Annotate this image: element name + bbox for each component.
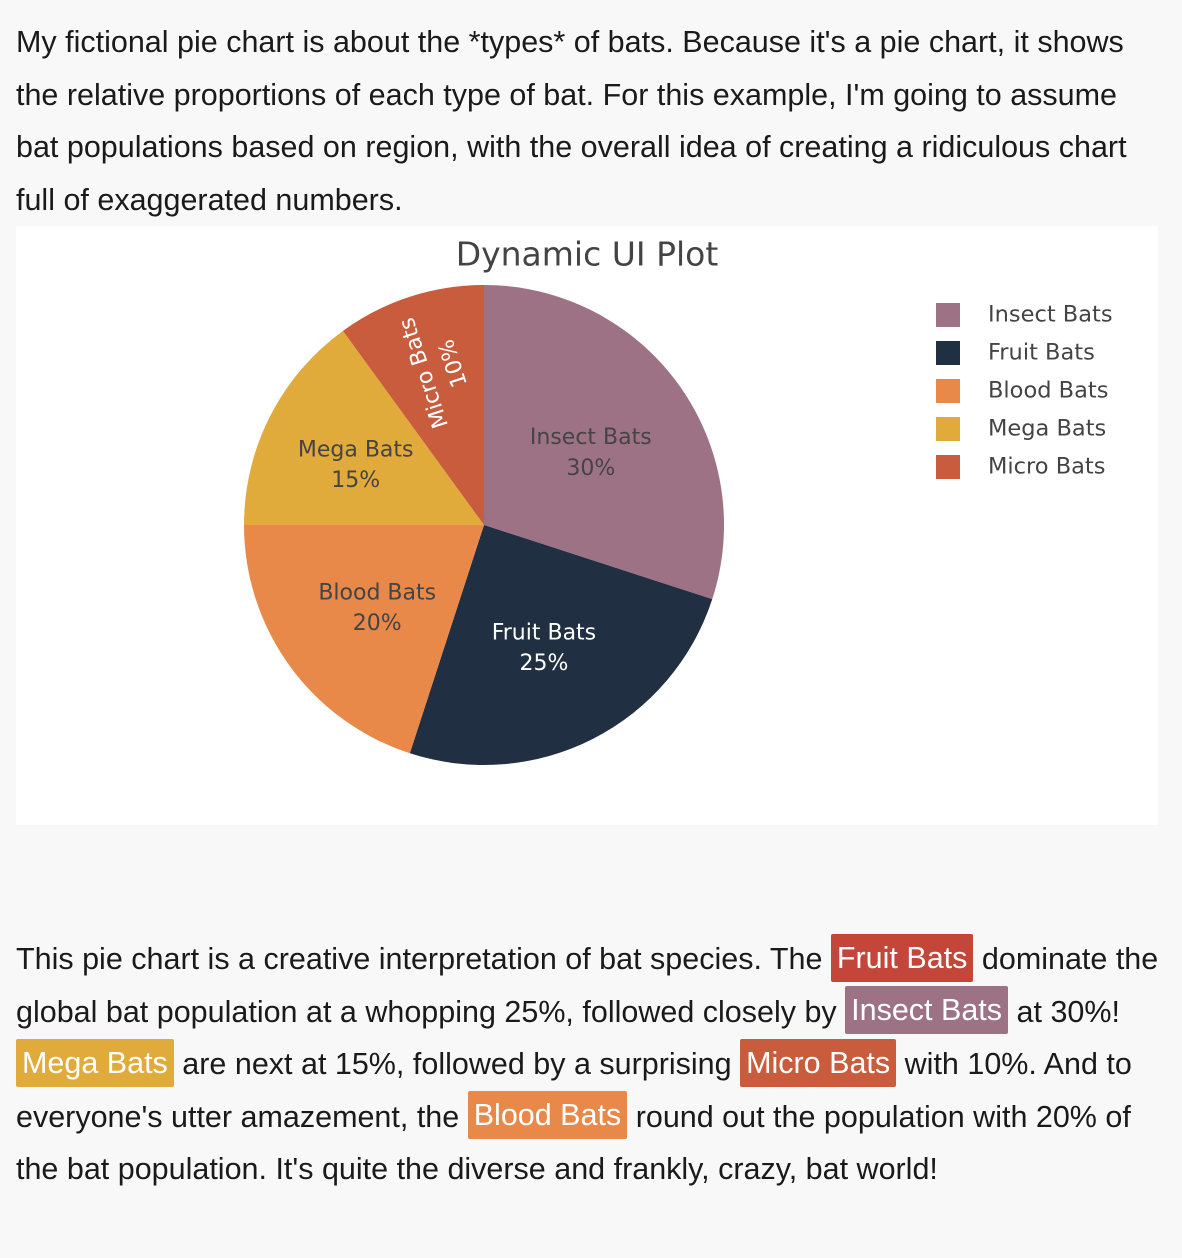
pie-slice-fruit-bats[interactable] xyxy=(409,525,713,765)
legend-swatch-insect-bats xyxy=(936,303,960,327)
pie-chart-panel: Dynamic UI Plot Insect Bats 30% Fruit Bats… xyxy=(16,226,1158,825)
pie-label-blood-bats: Blood Bats 20% xyxy=(318,580,436,636)
legend-swatch-blood-bats xyxy=(936,379,960,403)
legend-swatch-fruit-bats xyxy=(936,341,960,365)
pie-label-fruit-bats: Fruit Bats 25% xyxy=(492,620,596,676)
outro-text-6: round out the population with 20% of the… xyxy=(16,1099,1131,1187)
outro-paragraph: This pie chart is a creative interpretat… xyxy=(16,933,1166,1196)
outro-text-1: This pie chart is a creative interpretat… xyxy=(16,942,823,976)
pie-slice-blood-bats[interactable] xyxy=(244,525,484,754)
legend-label-insect-bats: Insect Bats xyxy=(988,302,1113,328)
legend-label-mega-bats: Mega Bats xyxy=(988,416,1106,442)
outro-text-5: with 10%. And to everyone's utter amazem… xyxy=(16,1047,1132,1134)
legend-item-insect-bats[interactable]: Insect Bats xyxy=(936,302,1113,328)
chart-title: Dynamic UI Plot xyxy=(456,235,719,274)
legend-item-blood-bats[interactable]: Blood Bats xyxy=(936,378,1108,404)
legend-item-fruit-bats[interactable]: Fruit Bats xyxy=(936,340,1095,366)
legend-item-mega-bats[interactable]: Mega Bats xyxy=(936,416,1106,442)
pie-slice-micro-bats[interactable] xyxy=(342,285,484,525)
outro-text-3: at 30%! xyxy=(1016,994,1120,1029)
tag-blood-bats: Blood Bats xyxy=(467,1091,628,1140)
tag-insect-bats: Insect Bats xyxy=(845,986,1009,1035)
intro-paragraph: My fictional pie chart is about the *typ… xyxy=(16,25,1127,217)
legend-label-blood-bats: Blood Bats xyxy=(988,378,1108,404)
outro-text-2: dominate the global bat population at a … xyxy=(16,942,1159,1029)
legend-swatch-mega-bats xyxy=(936,417,960,441)
tag-fruit-bats: Fruit Bats xyxy=(830,933,974,982)
pie-chart: Dynamic UI Plot Insect Bats 30% Fruit Bats… xyxy=(244,235,1113,765)
tag-mega-bats: Mega Bats xyxy=(16,1038,174,1087)
legend-label-fruit-bats: Fruit Bats xyxy=(988,340,1095,366)
pie-label-mega-bats: Mega Bats 15% xyxy=(298,437,414,493)
outro-text-4: are next at 15%, followed by a surprisin… xyxy=(182,1047,732,1081)
tag-micro-bats: Micro Bats xyxy=(740,1038,897,1087)
pie-slice-mega-bats[interactable] xyxy=(244,330,484,525)
legend-label-micro-bats: Micro Bats xyxy=(988,454,1105,480)
pie-slice-labels: Insect Bats 30% Fruit Bats 25% Blood Bats 20%… xyxy=(298,314,652,676)
legend-swatch-micro-bats xyxy=(936,455,960,479)
pie-slices xyxy=(244,285,724,765)
pie-slice-insect-bats[interactable] xyxy=(484,285,724,600)
pie-label-insect-bats: Insect Bats 30% xyxy=(530,425,652,481)
legend-item-micro-bats[interactable]: Micro Bats xyxy=(936,454,1105,480)
chart-legend[interactable]: Insect Bats Fruit Bats Blood Bats Mega Bats… xyxy=(936,302,1113,480)
